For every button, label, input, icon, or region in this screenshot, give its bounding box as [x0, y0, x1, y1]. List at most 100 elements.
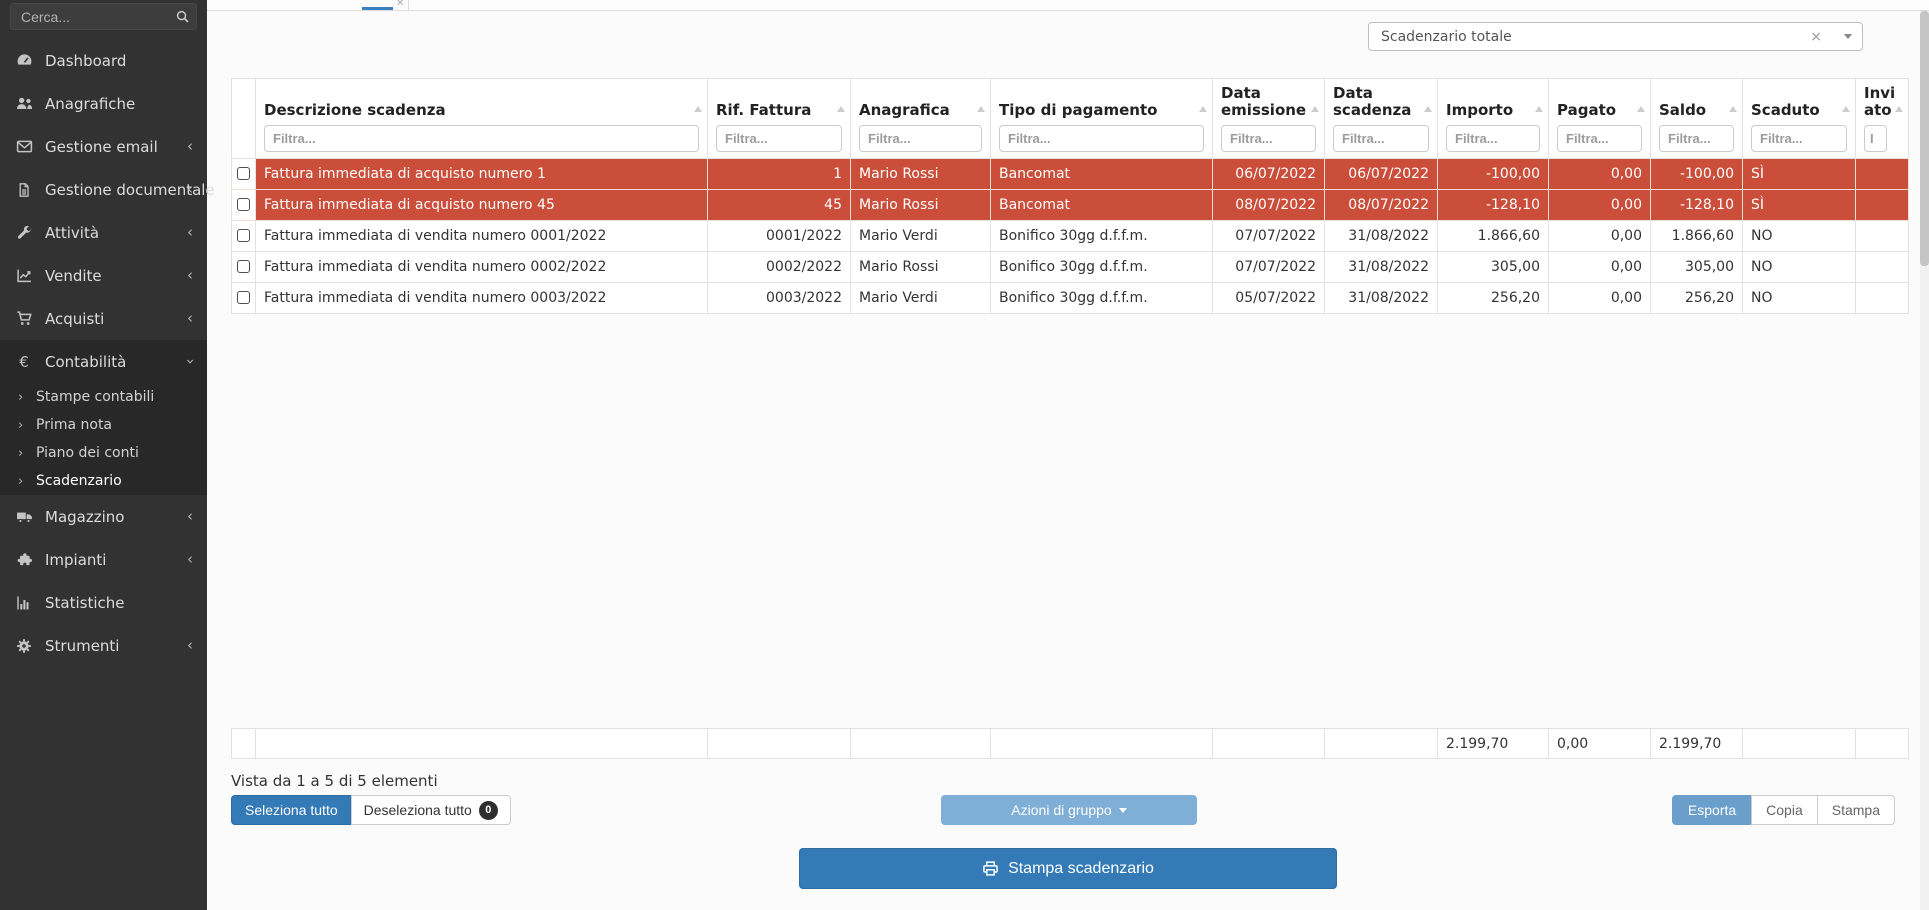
sort-icon[interactable] [1535, 102, 1543, 112]
filter-inviato-input[interactable] [1864, 124, 1887, 152]
search-input[interactable] [10, 3, 197, 30]
sort-icon[interactable] [1199, 102, 1207, 112]
filter-rif-fattura-input[interactable] [716, 124, 842, 152]
filter-scaduto-input[interactable] [1751, 124, 1847, 152]
scope-dropdown[interactable]: Scadenzario totale × [1368, 22, 1863, 51]
sort-icon[interactable] [837, 102, 845, 112]
table-row[interactable]: Fattura immediata di acquisto numero 45 … [231, 188, 1909, 221]
cell-pagato: 0,00 [1548, 281, 1651, 314]
header-data-emissione[interactable]: Data emissione [1212, 78, 1325, 159]
scrollbar-thumb[interactable] [1920, 11, 1929, 266]
print-button[interactable]: Stampa [1816, 795, 1895, 825]
select-all-button[interactable]: Seleziona tutto [231, 795, 352, 825]
sidebar-item-magazzino[interactable]: Magazzino ‹ [0, 495, 207, 538]
sidebar-item-impianti[interactable]: Impianti ‹ [0, 538, 207, 581]
scope-dropdown-value: Scadenzario totale [1381, 28, 1512, 45]
cell-importo: 1.866,60 [1437, 219, 1549, 252]
clear-icon[interactable]: × [1810, 28, 1822, 45]
sidebar-subitem-stampe-contabili[interactable]: › Stampe contabili [18, 389, 155, 405]
filter-descrizione-input[interactable] [264, 124, 699, 152]
total-pagato: 0,00 [1548, 728, 1651, 759]
sort-icon[interactable] [1424, 102, 1432, 112]
row-checkbox[interactable] [237, 260, 250, 273]
active-tab-indicator[interactable] [362, 7, 393, 10]
header-saldo[interactable]: Saldo [1650, 78, 1743, 159]
chart-line-icon [14, 267, 34, 284]
contabilita-submenu: › Stampe contabili › Prima nota › Piano … [0, 383, 207, 495]
sidebar-item-statistiche[interactable]: Statistiche [0, 581, 207, 624]
search-icon [176, 10, 189, 23]
filter-saldo-input[interactable] [1659, 124, 1734, 152]
cell-scadenza: 31/08/2022 [1324, 281, 1438, 314]
sidebar-item-label: Gestione documentale [45, 180, 215, 199]
submenu-arrow-icon: › [18, 389, 24, 405]
users-icon [14, 95, 34, 112]
sidebar-item-acquisti[interactable]: Acquisti ‹ [0, 297, 207, 340]
header-tipo-pagamento[interactable]: Tipo di pagamento [990, 78, 1213, 159]
cell-scaduto: SÌ [1742, 157, 1856, 190]
table-row[interactable]: Fattura immediata di vendita numero 0003… [231, 281, 1909, 314]
sort-icon[interactable] [1637, 102, 1645, 112]
sidebar-item-dashboard[interactable]: Dashboard [0, 39, 207, 82]
sidebar-item-strumenti[interactable]: Strumenti ‹ [0, 624, 207, 667]
table-row[interactable]: Fattura immediata di vendita numero 0001… [231, 219, 1909, 252]
print-schedule-button[interactable]: Stampa scadenzario [799, 848, 1337, 889]
filter-data-scadenza-input[interactable] [1333, 124, 1429, 152]
header-data-scadenza[interactable]: Data scadenza [1324, 78, 1438, 159]
copy-button[interactable]: Copia [1751, 795, 1818, 825]
sidebar-item-label: Contabilità [45, 352, 127, 371]
filter-anagrafica-input[interactable] [859, 124, 982, 152]
cell-descrizione: Fattura immediata di vendita numero 0002… [255, 250, 708, 283]
sidebar-item-anagrafiche[interactable]: Anagrafiche [0, 82, 207, 125]
table-row[interactable]: Fattura immediata di vendita numero 0002… [231, 250, 1909, 283]
filter-tipo-pagamento-input[interactable] [999, 124, 1204, 152]
sidebar-item-gestione-documentale[interactable]: Gestione documentale ‹ [0, 168, 215, 211]
deselect-all-button[interactable]: Deseleziona tutto 0 [350, 795, 511, 825]
header-anagrafica[interactable]: Anagrafica [850, 78, 991, 159]
puzzle-icon [14, 552, 34, 568]
sidebar-item-vendite[interactable]: Vendite ‹ [0, 254, 207, 297]
sort-icon[interactable] [1729, 102, 1737, 112]
cell-descrizione: Fattura immediata di acquisto numero 1 [255, 157, 708, 190]
sort-icon[interactable] [1842, 102, 1850, 112]
sort-icon[interactable] [694, 102, 702, 112]
sidebar-subitem-scadenzario[interactable]: › Scadenzario [18, 473, 122, 489]
export-button[interactable]: Esporta [1671, 795, 1753, 825]
cell-saldo: -128,10 [1650, 188, 1743, 221]
row-checkbox[interactable] [237, 229, 250, 242]
header-scaduto[interactable]: Scaduto [1742, 78, 1856, 159]
cell-descrizione: Fattura immediata di vendita numero 0003… [255, 281, 708, 314]
sort-icon[interactable] [1311, 102, 1319, 112]
sidebar-subitem-prima-nota[interactable]: › Prima nota [18, 417, 113, 433]
cell-anagrafica: Mario Rossi [850, 188, 991, 221]
filter-pagato-input[interactable] [1557, 124, 1642, 152]
sort-icon[interactable] [977, 102, 985, 112]
cell-rif: 0003/2022 [707, 281, 851, 314]
tab-close-icon[interactable]: ✕ [396, 0, 405, 9]
sidebar-subitem-piano-dei-conti[interactable]: › Piano dei conti [18, 445, 139, 461]
header-importo[interactable]: Importo [1437, 78, 1549, 159]
header-inviato[interactable]: Inviato [1855, 78, 1909, 159]
group-actions-button[interactable]: Azioni di gruppo [941, 795, 1197, 825]
sidebar-item-contabilita[interactable]: € Contabilità ‹ [0, 340, 207, 383]
row-checkbox[interactable] [237, 167, 250, 180]
totals-row: 2.199,70 0,00 2.199,70 [231, 728, 1909, 759]
cell-inviato [1855, 219, 1909, 252]
cell-inviato [1855, 250, 1909, 283]
filter-data-emissione-input[interactable] [1221, 124, 1316, 152]
cell-importo: -100,00 [1437, 157, 1549, 190]
cell-saldo: 256,20 [1650, 281, 1743, 314]
filter-importo-input[interactable] [1446, 124, 1540, 152]
header-rif-fattura[interactable]: Rif. Fattura [707, 78, 851, 159]
header-descrizione[interactable]: Descrizione scadenza [255, 78, 708, 159]
table-row[interactable]: Fattura immediata di acquisto numero 1 1… [231, 157, 1909, 190]
row-checkbox[interactable] [237, 291, 250, 304]
sidebar-item-gestione-email[interactable]: Gestione email ‹ [0, 125, 207, 168]
sort-icon[interactable] [1895, 102, 1903, 112]
sidebar-item-attivita[interactable]: Attività ‹ [0, 211, 207, 254]
header-pagato[interactable]: Pagato [1548, 78, 1651, 159]
cell-scadenza: 08/07/2022 [1324, 188, 1438, 221]
row-checkbox[interactable] [237, 198, 250, 211]
caret-down-icon[interactable] [1844, 34, 1852, 43]
chevron-left-icon: ‹ [187, 223, 193, 241]
